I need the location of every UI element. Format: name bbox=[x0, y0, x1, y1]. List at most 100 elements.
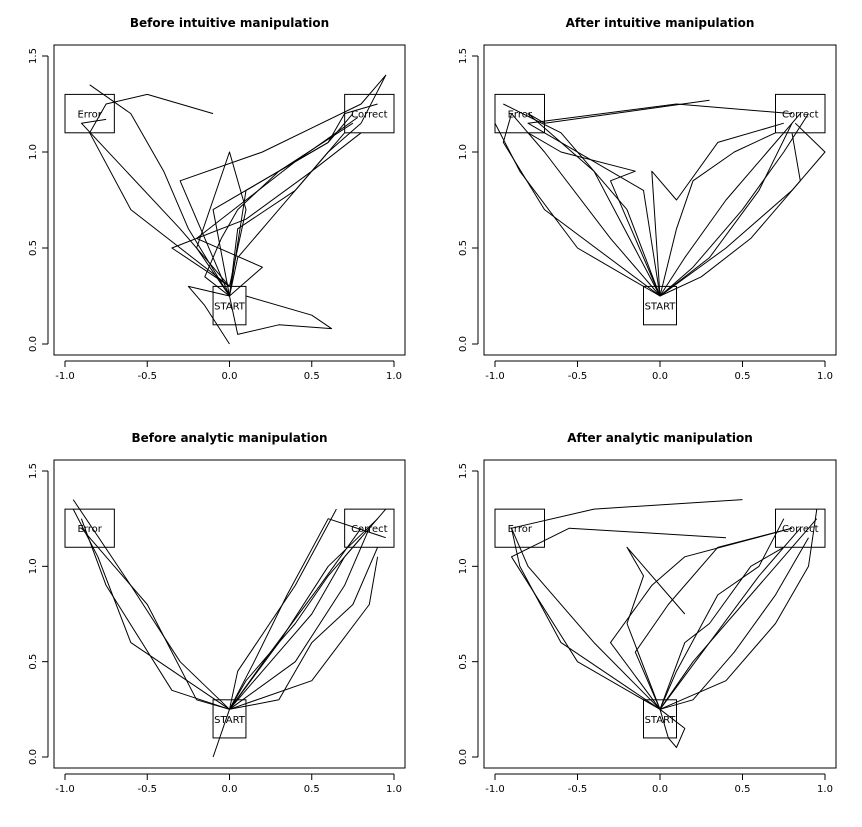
x-tick-label: 1.0 bbox=[386, 371, 402, 382]
trajectory-line bbox=[527, 103, 793, 297]
x-tick-label: -1.0 bbox=[55, 371, 75, 382]
x-tick-label: -1.0 bbox=[485, 784, 505, 795]
x-tick-label: -0.5 bbox=[568, 784, 588, 795]
trajectory-line bbox=[659, 518, 785, 710]
trajectory-line bbox=[659, 527, 801, 710]
x-tick-label: 1.0 bbox=[817, 371, 833, 382]
trajectory-line bbox=[511, 528, 661, 710]
trajectory-line bbox=[634, 527, 793, 710]
plot-frame bbox=[53, 459, 406, 769]
trajectory-line bbox=[659, 132, 776, 297]
y-tick-label: 1.5 bbox=[28, 463, 39, 479]
target-box-label: START bbox=[645, 715, 677, 726]
trajectory-line bbox=[494, 122, 661, 297]
trajectory-line bbox=[212, 709, 230, 758]
target-box-correct bbox=[775, 93, 826, 134]
trajectory-line bbox=[80, 518, 230, 710]
trajectory-line bbox=[511, 113, 661, 297]
target-box-label: Correct bbox=[351, 524, 388, 535]
target-box-label: START bbox=[214, 715, 246, 726]
trajectory-line bbox=[502, 113, 661, 297]
target-box-label: Error bbox=[77, 110, 102, 121]
x-tick-label: -1.0 bbox=[485, 371, 505, 382]
trajectory-line bbox=[659, 122, 793, 297]
trajectory-line bbox=[659, 546, 785, 710]
plot-title: After intuitive manipulation bbox=[566, 16, 755, 30]
y-tick-label: 0.5 bbox=[458, 240, 469, 256]
y-tick-label: 0.0 bbox=[28, 336, 39, 352]
trajectory-line bbox=[196, 116, 359, 297]
plot-title: Before analytic manipulation bbox=[131, 431, 327, 445]
y-tick-label: 0.5 bbox=[28, 240, 39, 256]
y-tick-label: 0.0 bbox=[458, 749, 469, 765]
trajectory-line bbox=[610, 527, 793, 710]
trajectory-line bbox=[626, 546, 686, 710]
plot-title: Before intuitive manipulation bbox=[130, 16, 329, 30]
x-tick-label: 1.0 bbox=[817, 784, 833, 795]
target-box-correct bbox=[344, 508, 395, 548]
trajectory-line bbox=[229, 518, 378, 710]
trajectory-line bbox=[72, 508, 230, 710]
x-tick-label: 0.0 bbox=[222, 784, 238, 795]
y-tick-label: 1.0 bbox=[458, 558, 469, 574]
trajectory-line bbox=[179, 74, 387, 297]
plot-panel-3: Before analytic manipulation -1.0 -0.5 0.0 0… bbox=[28, 431, 406, 795]
trajectory-line bbox=[527, 132, 661, 297]
trajectory-line bbox=[659, 537, 809, 710]
trajectory-line bbox=[229, 547, 379, 710]
plot-frame bbox=[483, 44, 837, 356]
target-box-label: Correct bbox=[782, 524, 819, 535]
trajectory-line bbox=[527, 99, 710, 297]
trajectory-line bbox=[204, 122, 354, 297]
trajectory-line bbox=[89, 93, 230, 287]
target-box-error bbox=[64, 508, 115, 548]
trajectory-line bbox=[81, 527, 230, 710]
trajectory-line bbox=[651, 122, 784, 297]
plot-panel-2: After intuitive manipulation -1.0 -0.5 0.0 0… bbox=[458, 16, 837, 382]
trajectory-line bbox=[229, 537, 362, 710]
target-box-correct bbox=[775, 508, 826, 548]
x-tick-label: -0.5 bbox=[137, 784, 157, 795]
target-box-start bbox=[643, 699, 677, 739]
x-tick-label: -1.0 bbox=[55, 784, 75, 795]
x-tick-label: 0.5 bbox=[304, 784, 320, 795]
trajectory-line bbox=[229, 528, 370, 710]
y-tick-label: 0.5 bbox=[458, 654, 469, 670]
y-tick-label: 1.5 bbox=[28, 48, 39, 64]
x-tick-label: -0.5 bbox=[568, 371, 588, 382]
plot-title: After analytic manipulation bbox=[567, 431, 753, 445]
target-box-start bbox=[643, 285, 677, 326]
trajectory-line bbox=[229, 556, 379, 710]
x-tick-label: 0.5 bbox=[735, 784, 751, 795]
x-tick-label: 0.5 bbox=[304, 371, 320, 382]
trajectory-line bbox=[72, 499, 230, 710]
trajectory-line bbox=[229, 132, 345, 297]
trajectory-line bbox=[659, 708, 686, 748]
y-tick-label: 1.5 bbox=[458, 463, 469, 479]
target-box-label: Error bbox=[508, 110, 533, 121]
x-tick-label: 0.0 bbox=[652, 784, 668, 795]
target-box-label: Error bbox=[508, 524, 533, 535]
target-box-label: Error bbox=[77, 524, 102, 535]
trajectory-line bbox=[511, 499, 743, 710]
y-tick-label: 1.0 bbox=[458, 144, 469, 160]
y-tick-label: 1.0 bbox=[28, 144, 39, 160]
trajectory-line bbox=[659, 518, 818, 710]
target-box-error bbox=[494, 93, 545, 134]
trajectory-line bbox=[196, 151, 247, 297]
trajectory-line bbox=[229, 518, 386, 710]
trajectory-line bbox=[229, 508, 387, 710]
trajectory-line bbox=[229, 295, 332, 335]
trajectory-line bbox=[89, 84, 230, 297]
y-tick-label: 0.0 bbox=[28, 749, 39, 765]
trajectory-line bbox=[659, 113, 801, 297]
y-tick-label: 0.0 bbox=[458, 336, 469, 352]
target-box-start bbox=[212, 699, 247, 739]
trajectory-line bbox=[229, 122, 362, 297]
x-tick-label: -0.5 bbox=[137, 371, 157, 382]
plot-frame bbox=[483, 459, 837, 769]
trajectory-line bbox=[229, 527, 362, 710]
x-tick-label: 0.0 bbox=[652, 371, 668, 382]
target-box-label: Correct bbox=[782, 110, 819, 121]
